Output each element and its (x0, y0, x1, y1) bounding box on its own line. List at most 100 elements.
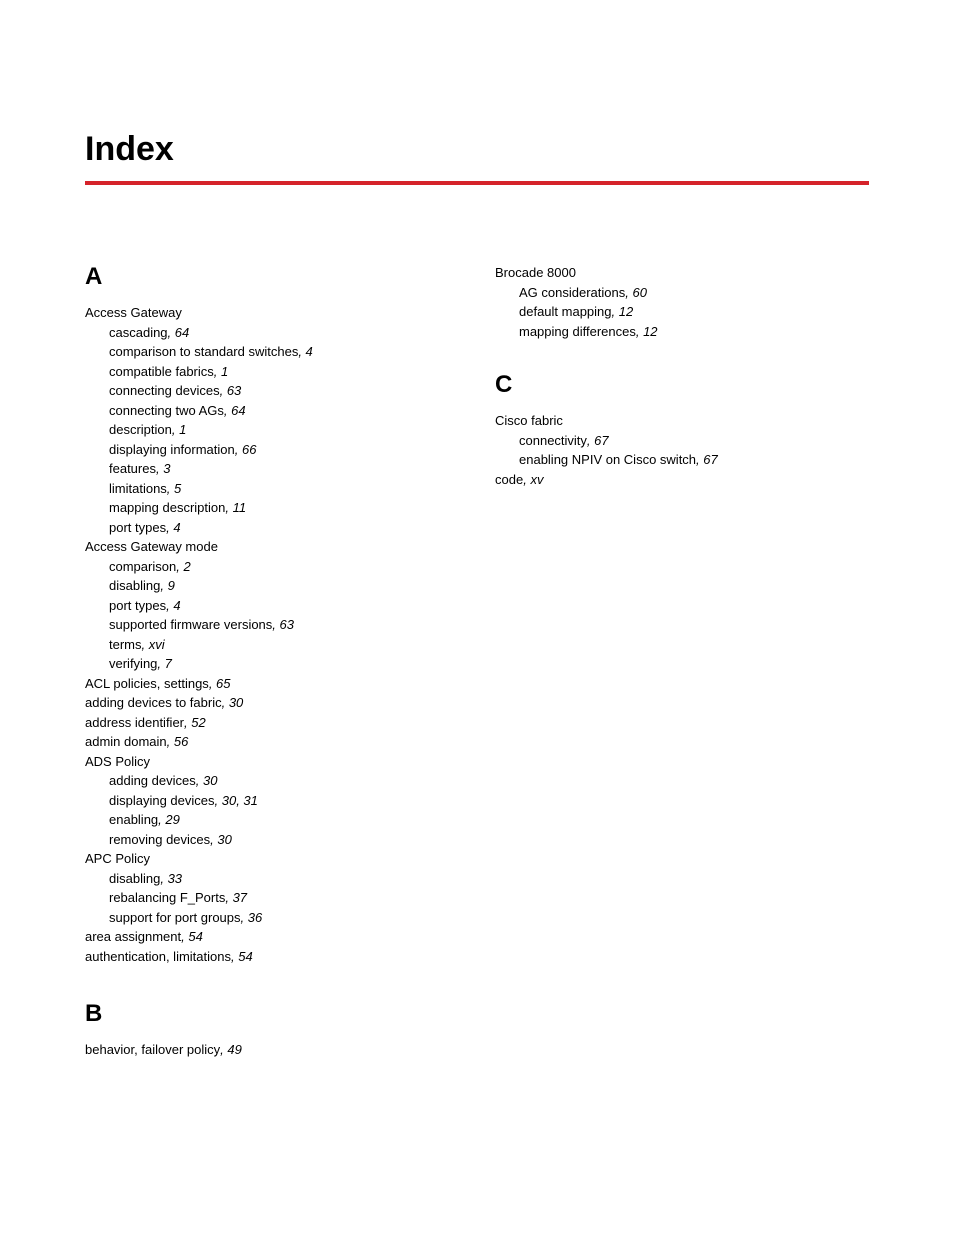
entry-separator: , (167, 481, 174, 496)
entry-text: ACL policies, settings (85, 676, 209, 691)
entry-page[interactable]: 63 (227, 383, 241, 398)
entry-separator: , (241, 910, 248, 925)
letter-heading-a: A (85, 263, 459, 291)
entry-text: displaying devices (109, 793, 215, 808)
index-entry: support for port groups, 36 (85, 908, 459, 928)
entry-page[interactable]: 1 (179, 422, 186, 437)
index-entry: adding devices, 30 (85, 771, 459, 791)
index-entry: enabling, 29 (85, 810, 459, 830)
entry-separator: , (160, 871, 167, 886)
entry-page[interactable]: 33 (168, 871, 182, 886)
entry-text: adding devices to fabric (85, 695, 222, 710)
entry-page[interactable]: 29 (165, 812, 179, 827)
index-entry: ACL policies, settings, 65 (85, 674, 459, 694)
entry-separator: , (225, 500, 232, 515)
entry-page[interactable]: 30, 31 (222, 793, 258, 808)
entry-page[interactable]: 49 (227, 1042, 241, 1057)
index-entry: mapping description, 11 (85, 498, 459, 518)
entry-page[interactable]: 2 (183, 559, 190, 574)
entry-page[interactable]: xv (530, 472, 543, 487)
index-entry: disabling, 33 (85, 869, 459, 889)
entry-separator: , (272, 617, 279, 632)
index-entry: mapping differences, 12 (495, 322, 869, 342)
entry-page[interactable]: 4 (173, 598, 180, 613)
entry-page[interactable]: 67 (703, 452, 717, 467)
entry-text: displaying information (109, 442, 235, 457)
entry-separator: , (167, 734, 174, 749)
index-entry: default mapping, 12 (495, 302, 869, 322)
index-entry: comparison to standard switches, 4 (85, 342, 459, 362)
entry-separator: , (196, 773, 203, 788)
entry-text: Access Gateway mode (85, 539, 218, 554)
entry-page[interactable]: 37 (233, 890, 247, 905)
entry-page[interactable]: 64 (231, 403, 245, 418)
section-b: B behavior, failover policy, 49 (85, 1000, 459, 1060)
entry-text: admin domain (85, 734, 167, 749)
index-entry: cascading, 64 (85, 323, 459, 343)
entry-page[interactable]: 30 (217, 832, 231, 847)
entry-page[interactable]: 30 (203, 773, 217, 788)
entry-page[interactable]: 63 (280, 617, 294, 632)
entry-page[interactable]: 1 (221, 364, 228, 379)
index-entry: features, 3 (85, 459, 459, 479)
entry-text: description (109, 422, 172, 437)
entry-page[interactable]: 65 (216, 676, 230, 691)
entry-page[interactable]: 30 (229, 695, 243, 710)
entry-separator: , (168, 325, 175, 340)
entry-text: Brocade 8000 (495, 265, 576, 280)
entry-page[interactable]: 60 (632, 285, 646, 300)
entries-b: behavior, failover policy, 49 (85, 1040, 459, 1060)
index-entry: compatible fabrics, 1 (85, 362, 459, 382)
entry-page[interactable]: 3 (163, 461, 170, 476)
index-entry: Access Gateway mode (85, 537, 459, 557)
entry-page[interactable]: 5 (174, 481, 181, 496)
entry-separator: , (225, 890, 232, 905)
entry-text: features (109, 461, 156, 476)
index-entry: description, 1 (85, 420, 459, 440)
entry-text: code (495, 472, 523, 487)
entry-page[interactable]: 36 (248, 910, 262, 925)
entries-c: Cisco fabricconnectivity, 67enabling NPI… (495, 411, 869, 489)
entry-text: supported firmware versions (109, 617, 272, 632)
entries-a: Access Gateway cascading, 64comparison to… (85, 303, 459, 966)
entry-text: Access Gateway (85, 305, 182, 320)
index-entry: authentication, limitations, 54 (85, 947, 459, 967)
column-left: A Access Gateway cascading, 64comparison … (85, 263, 459, 1094)
index-entry: Cisco fabric (495, 411, 869, 431)
entry-separator: , (157, 656, 164, 671)
entry-text: disabling (109, 578, 160, 593)
entry-page[interactable]: xvi (149, 637, 165, 652)
index-entry: Brocade 8000 (495, 263, 869, 283)
entry-text: enabling (109, 812, 158, 827)
entry-separator: , (636, 324, 643, 339)
entry-page[interactable]: 12 (643, 324, 657, 339)
entry-page[interactable]: 66 (242, 442, 256, 457)
index-entry: port types, 4 (85, 596, 459, 616)
entry-text: mapping differences (519, 324, 636, 339)
entry-page[interactable]: 54 (188, 929, 202, 944)
entry-page[interactable]: 56 (174, 734, 188, 749)
entry-separator: , (612, 304, 619, 319)
index-entry: supported firmware versions, 63 (85, 615, 459, 635)
entry-page[interactable]: 12 (619, 304, 633, 319)
entry-text: compatible fabrics (109, 364, 214, 379)
entry-page[interactable]: 4 (306, 344, 313, 359)
entry-separator: , (298, 344, 305, 359)
letter-heading-b: B (85, 1000, 459, 1028)
index-entry: address identifier, 52 (85, 713, 459, 733)
entry-page[interactable]: 11 (233, 500, 247, 515)
entry-page[interactable]: 67 (594, 433, 608, 448)
entry-page[interactable]: 54 (238, 949, 252, 964)
entry-text: default mapping (519, 304, 612, 319)
index-entry: connecting devices, 63 (85, 381, 459, 401)
entry-page[interactable]: 7 (165, 656, 172, 671)
index-entry: displaying information, 66 (85, 440, 459, 460)
index-entry: code, xv (495, 470, 869, 490)
entry-text: address identifier (85, 715, 184, 730)
section-a: A Access Gateway cascading, 64comparison … (85, 263, 459, 966)
entry-page[interactable]: 4 (173, 520, 180, 535)
index-entry: AG considerations, 60 (495, 283, 869, 303)
entry-page[interactable]: 9 (168, 578, 175, 593)
entry-page[interactable]: 64 (175, 325, 189, 340)
entry-page[interactable]: 52 (191, 715, 205, 730)
